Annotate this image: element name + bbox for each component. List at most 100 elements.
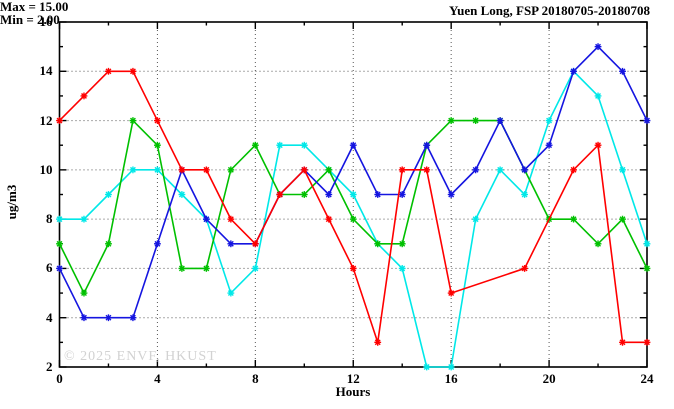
green-series-marker (301, 191, 308, 198)
cyan-series-marker (105, 191, 112, 198)
min-value-label: Min = 2.00 (0, 12, 60, 27)
x-tick-label: 16 (444, 371, 458, 386)
blue-series-marker (570, 68, 577, 75)
y-tick-label: 8 (46, 211, 53, 227)
blue-series-marker (399, 191, 406, 198)
cyan-series-marker (81, 216, 87, 223)
chart-stats-legend: Max = 15.00 Min = 2.00 (0, 0, 674, 26)
y-tick-label: 4 (46, 309, 53, 325)
red-series-marker (252, 240, 259, 247)
green-series-marker (595, 240, 601, 247)
y-tick-label: 6 (46, 260, 53, 276)
green-series-marker (350, 216, 357, 223)
green-series-marker (227, 166, 234, 173)
red-series-marker (423, 166, 430, 173)
cyan-series-marker (497, 166, 504, 173)
cyan-series-marker (301, 142, 308, 149)
green-series-marker (81, 290, 87, 297)
cyan-series-marker (595, 92, 601, 99)
red-series-marker (448, 290, 455, 297)
red-series-marker (81, 92, 87, 99)
x-tick-label: 24 (640, 371, 654, 386)
green-series-marker (105, 240, 112, 247)
cyan-series-marker (252, 265, 259, 272)
blue-series-marker (56, 265, 63, 272)
cyan-series-marker (129, 166, 136, 173)
red-series-marker (301, 166, 308, 173)
blue-series-marker (154, 240, 161, 247)
red-series-marker (374, 339, 381, 346)
green-series-marker (399, 240, 406, 247)
y-tick-label: 10 (39, 161, 53, 177)
blue-series-marker (129, 314, 136, 321)
red-series-marker (227, 216, 234, 223)
green-series-marker (374, 240, 381, 247)
red-series-marker (619, 339, 626, 346)
cyan-series-marker (546, 117, 553, 124)
green-series-marker (154, 142, 161, 149)
x-tick-label: 4 (154, 371, 161, 386)
blue-series-marker (448, 191, 455, 198)
cyan-series-marker (399, 265, 406, 272)
y-tick-label: 14 (39, 63, 53, 79)
cyan-series-marker (521, 191, 528, 198)
max-value-label: Max = 15.00 (0, 0, 69, 14)
blue-series-marker (521, 166, 528, 173)
blue-series-marker (350, 142, 357, 149)
cyan-series-marker (448, 364, 455, 370)
x-axis-label: Hours (335, 384, 371, 399)
blue-series-marker (472, 166, 479, 173)
cyan-series-marker (227, 290, 234, 297)
blue-series-marker (105, 314, 112, 321)
green-series-marker (644, 265, 650, 272)
red-series-marker (129, 68, 136, 75)
watermark: © 2025 ENVF, HKUST (64, 349, 217, 364)
red-series-marker (350, 265, 357, 272)
green-series-marker (325, 166, 332, 173)
green-series-marker (56, 240, 63, 247)
cyan-series-marker (154, 166, 161, 173)
y-tick-label: 2 (46, 359, 53, 374)
cyan-series-marker (350, 191, 357, 198)
red-series-marker (56, 117, 63, 124)
red-series-marker (105, 68, 112, 75)
cyan-series-marker (276, 142, 283, 149)
x-tick-label: 20 (542, 371, 556, 386)
cyan-series-marker (619, 166, 626, 173)
blue-series-marker (374, 191, 381, 198)
cyan-series-marker (178, 191, 185, 198)
cyan-series-marker (644, 240, 650, 247)
cyan-series-marker (423, 364, 430, 370)
red-series-line (58, 70, 647, 344)
x-tick-label: 8 (252, 371, 259, 386)
green-series-marker (619, 216, 626, 223)
red-series-marker (154, 117, 161, 124)
chart-title: Yuen Long, FSP 20180705-20180708 (448, 3, 650, 18)
blue-series-marker (595, 43, 601, 50)
green-series-marker (448, 117, 455, 124)
green-series-marker (178, 265, 185, 272)
blue-series-marker (423, 142, 430, 149)
red-series-marker (178, 166, 185, 173)
red-series-marker (595, 142, 601, 149)
x-tick-label: 0 (56, 371, 63, 386)
red-series-marker (276, 191, 283, 198)
red-series-marker (203, 166, 210, 173)
cyan-series-marker (56, 216, 63, 223)
green-series-marker (129, 117, 136, 124)
red-series-marker (644, 339, 650, 346)
green-series-marker (203, 265, 210, 272)
x-tick-label: 12 (346, 371, 360, 386)
blue-series-marker (203, 216, 210, 223)
red-series-marker (521, 265, 528, 272)
red-series-marker (399, 166, 406, 173)
blue-series-marker (546, 142, 553, 149)
blue-series-marker (227, 240, 234, 247)
red-series-marker (325, 216, 332, 223)
blue-series-marker (497, 117, 504, 124)
blue-series-marker (644, 117, 650, 124)
blue-series-marker (619, 68, 626, 75)
cyan-series-marker (472, 216, 479, 223)
blue-series-marker (81, 314, 87, 321)
